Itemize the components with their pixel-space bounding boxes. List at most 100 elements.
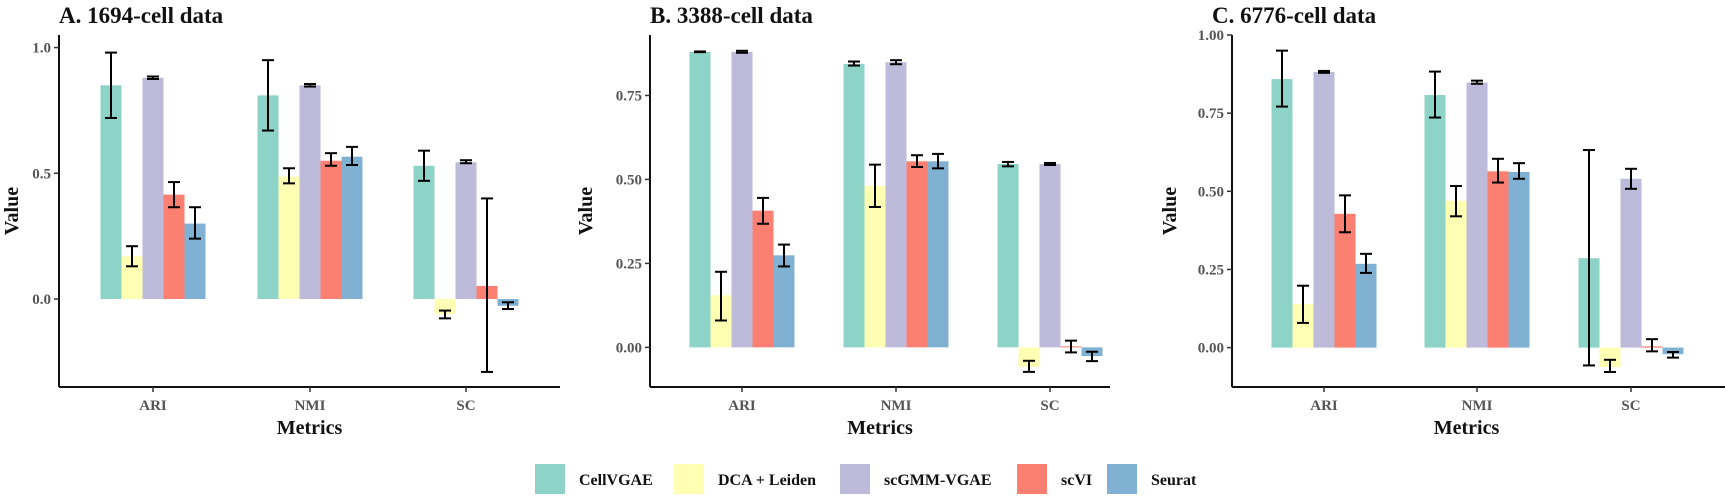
- bar: [299, 85, 321, 300]
- error-bar: [262, 59, 274, 132]
- y-tick-label: 0.00: [616, 340, 642, 356]
- error-bar: [105, 51, 117, 119]
- error-bar: [1450, 184, 1462, 218]
- y-tick-label: 0.25: [1198, 262, 1224, 278]
- error-bar: [848, 60, 860, 67]
- x-axis-label: Metrics: [1434, 417, 1500, 439]
- bar: [184, 223, 206, 299]
- legend-item: scVI: [1017, 464, 1092, 494]
- error-bar: [1492, 157, 1504, 184]
- x-tick-label: NMI: [1462, 398, 1493, 414]
- x-axis-label: Metrics: [277, 417, 343, 439]
- error-bar: [168, 181, 180, 209]
- y-axis-label: Value: [575, 187, 597, 235]
- bar: [864, 186, 886, 348]
- x-tick-label: NMI: [295, 398, 326, 414]
- bar: [1271, 79, 1293, 348]
- bar: [906, 161, 928, 348]
- y-tick-label: 1.0: [32, 41, 51, 57]
- legend-label: Seurat: [1151, 472, 1197, 489]
- bar: [1334, 213, 1356, 348]
- bar: [455, 162, 477, 299]
- x-tick-label: ARI: [728, 398, 756, 414]
- error-bar: [147, 75, 159, 80]
- bar: [1487, 171, 1509, 348]
- bar: [1424, 95, 1446, 348]
- error-bar: [481, 197, 493, 373]
- x-tick-label: SC: [1621, 398, 1640, 414]
- legend-swatch: [674, 464, 704, 494]
- error-bar: [1583, 149, 1595, 367]
- error-bar: [460, 159, 472, 165]
- x-tick-label: ARI: [1310, 398, 1338, 414]
- error-bar: [126, 245, 138, 268]
- error-bar: [1297, 284, 1309, 324]
- bar: [142, 77, 164, 299]
- error-bar: [346, 145, 358, 166]
- error-bar: [1276, 49, 1288, 108]
- bar: [997, 163, 1019, 348]
- error-bar: [502, 301, 514, 311]
- x-axis-label: Metrics: [847, 417, 913, 439]
- x-tick-label: SC: [456, 398, 475, 414]
- bar: [689, 51, 711, 348]
- bar: [163, 194, 185, 299]
- legend: CellVGAE DCA + Leiden scGMM-VGAE scVI Seurat: [535, 464, 1197, 494]
- bar: [1508, 171, 1530, 348]
- error-bar: [439, 309, 451, 320]
- x-tick-label: ARI: [139, 398, 167, 414]
- legend-label: CellVGAE: [579, 472, 653, 489]
- chart-panel-3: C. 6776-cell data 0.00 0.25 0.50 0.75 1.00 ARI…: [1159, 3, 1725, 439]
- chart-title: C. 6776-cell data: [1212, 3, 1377, 28]
- legend-swatch: [840, 464, 870, 494]
- error-bar: [1086, 350, 1098, 363]
- y-tick-label: 0.50: [1198, 184, 1224, 200]
- legend-item: DCA + Leiden: [674, 464, 816, 494]
- error-bar: [283, 167, 295, 185]
- legend-swatch: [1017, 464, 1047, 494]
- bar: [843, 63, 865, 348]
- x-tick-label: SC: [1040, 398, 1059, 414]
- error-bar: [694, 50, 706, 54]
- error-bar: [715, 270, 727, 322]
- legend-item: Seurat: [1107, 464, 1197, 494]
- legend-label: scVI: [1061, 472, 1092, 489]
- bar: [1466, 82, 1488, 348]
- bar: [341, 156, 363, 299]
- bar: [731, 51, 753, 348]
- y-tick-label: 0.00: [1198, 341, 1224, 357]
- y-axis-label: Value: [1, 187, 23, 235]
- bar: [1620, 178, 1642, 348]
- error-bar: [418, 149, 430, 182]
- chart-panel-2: B. 3388-cell data 0.00 0.25 0.50 0.75 ARI NMI S…: [575, 3, 1110, 439]
- bar: [752, 210, 774, 348]
- legend-item: CellVGAE: [535, 464, 653, 494]
- bar: [1292, 304, 1314, 348]
- error-bar: [1625, 167, 1637, 190]
- error-bar: [1044, 161, 1056, 166]
- chart-title: A. 1694-cell data: [59, 3, 224, 28]
- bar: [278, 176, 300, 299]
- bar: [413, 165, 435, 299]
- error-bar: [1360, 252, 1372, 274]
- error-bar: [736, 49, 748, 54]
- error-bar: [869, 163, 881, 208]
- bar: [100, 85, 122, 300]
- bar: [320, 160, 342, 299]
- y-tick-label: 0.0: [32, 292, 51, 308]
- bar: [1039, 163, 1061, 348]
- chart-panel-1: A. 1694-cell data 0.0 0.5 1.0 ARI NMI SC Metric…: [1, 3, 560, 439]
- bar: [1445, 200, 1467, 348]
- bar: [257, 95, 279, 299]
- error-bar: [1646, 338, 1658, 353]
- y-tick-label: 0.25: [616, 256, 642, 272]
- legend-swatch: [535, 464, 565, 494]
- error-bar: [911, 154, 923, 168]
- legend-label: DCA + Leiden: [718, 472, 816, 489]
- error-bar: [1667, 350, 1679, 359]
- error-bar: [1318, 69, 1330, 74]
- bar: [1018, 347, 1040, 367]
- y-axis-label: Value: [1159, 187, 1181, 235]
- bar: [1662, 347, 1684, 355]
